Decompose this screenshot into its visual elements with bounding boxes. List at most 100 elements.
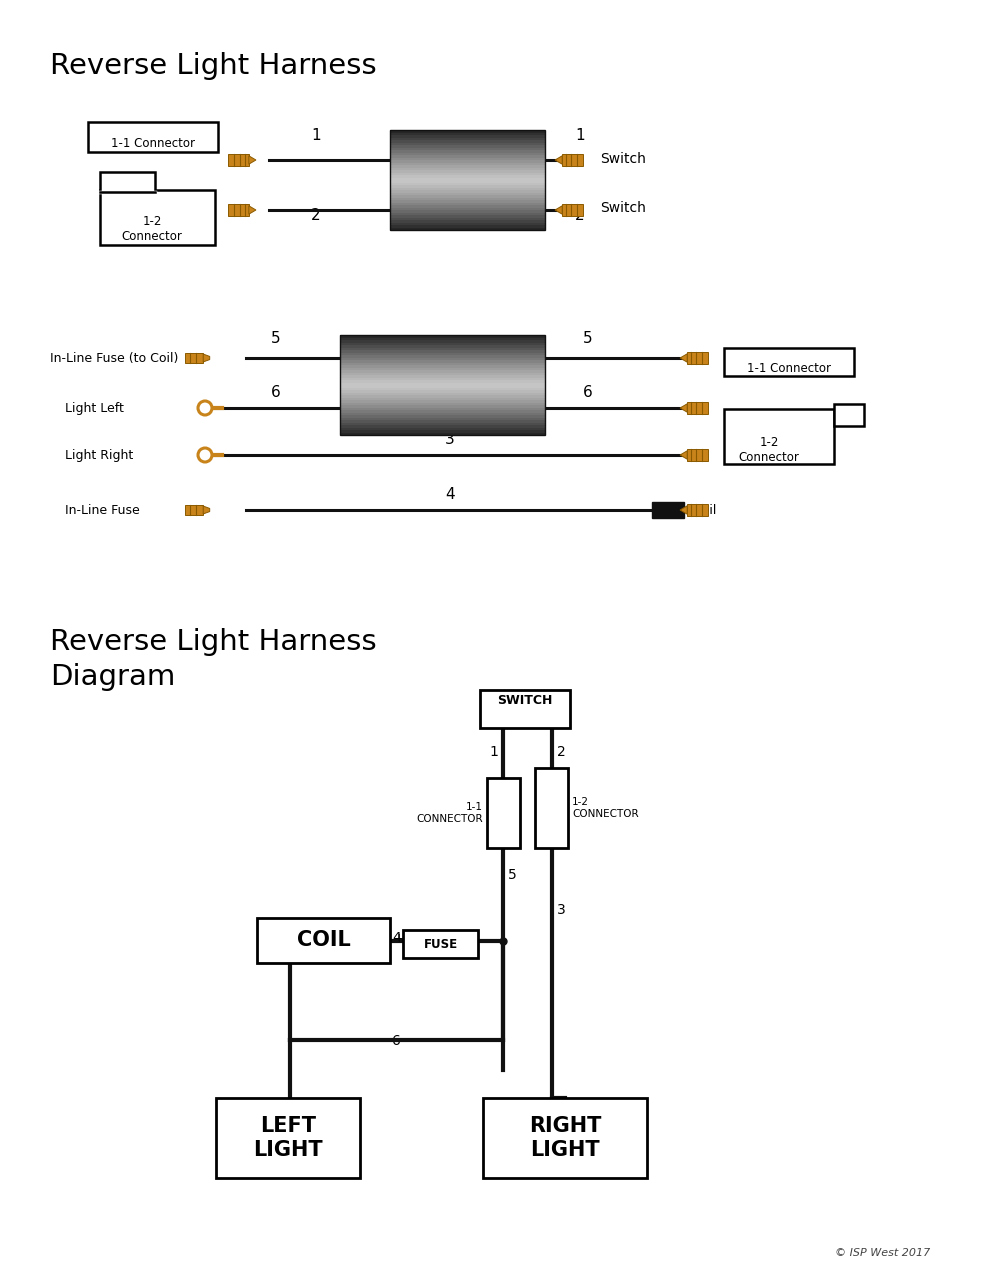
Polygon shape <box>390 133 545 134</box>
Polygon shape <box>340 355 545 357</box>
Polygon shape <box>340 367 545 370</box>
Text: 1-2
Connector: 1-2 Connector <box>739 436 799 465</box>
Text: SWITCH: SWITCH <box>497 694 553 707</box>
Text: 5: 5 <box>584 332 592 346</box>
Polygon shape <box>340 385 545 388</box>
Polygon shape <box>340 370 545 372</box>
Text: 5: 5 <box>508 868 516 882</box>
Polygon shape <box>340 380 545 383</box>
Polygon shape <box>390 134 545 137</box>
Polygon shape <box>340 430 545 433</box>
Polygon shape <box>680 506 687 515</box>
Polygon shape <box>390 142 545 145</box>
Polygon shape <box>390 152 545 155</box>
Polygon shape <box>228 205 249 215</box>
Polygon shape <box>390 178 545 180</box>
Polygon shape <box>390 157 545 160</box>
Polygon shape <box>249 156 256 164</box>
Text: 1: 1 <box>312 128 320 143</box>
Polygon shape <box>340 399 545 402</box>
Polygon shape <box>390 212 545 215</box>
Text: 4: 4 <box>392 931 401 945</box>
Text: 1-2
Connector: 1-2 Connector <box>122 215 182 243</box>
Text: Switch: Switch <box>600 201 646 215</box>
Polygon shape <box>340 433 545 435</box>
Polygon shape <box>562 155 583 165</box>
Polygon shape <box>390 140 545 142</box>
Polygon shape <box>390 170 545 173</box>
Text: 1-1
CONNECTOR: 1-1 CONNECTOR <box>416 803 483 824</box>
Polygon shape <box>555 156 562 164</box>
Polygon shape <box>340 425 545 428</box>
Text: Light Left: Light Left <box>65 402 124 415</box>
Polygon shape <box>390 205 545 207</box>
FancyBboxPatch shape <box>257 918 390 963</box>
FancyBboxPatch shape <box>724 348 854 376</box>
Text: 6: 6 <box>393 1034 402 1048</box>
Polygon shape <box>203 506 210 515</box>
Text: Reverse Light Harness
Diagram: Reverse Light Harness Diagram <box>50 628 377 691</box>
FancyBboxPatch shape <box>403 931 478 957</box>
Text: 1-1 Connector: 1-1 Connector <box>747 362 831 375</box>
Text: LEFT
LIGHT: LEFT LIGHT <box>253 1116 322 1160</box>
Polygon shape <box>390 200 545 202</box>
Polygon shape <box>340 352 545 355</box>
Polygon shape <box>203 355 210 362</box>
FancyBboxPatch shape <box>834 404 864 426</box>
Text: 3: 3 <box>445 433 455 447</box>
Text: FUSE: FUSE <box>423 937 458 951</box>
Polygon shape <box>340 398 545 399</box>
Text: 6: 6 <box>584 385 592 399</box>
Polygon shape <box>390 131 545 133</box>
Polygon shape <box>390 160 545 163</box>
Text: +: + <box>394 932 405 945</box>
Text: In-Line Fuse: In-Line Fuse <box>65 503 139 517</box>
Polygon shape <box>340 346 545 347</box>
Text: 5: 5 <box>271 332 281 346</box>
Text: 3: 3 <box>557 902 566 916</box>
Polygon shape <box>390 180 545 183</box>
Text: 4: 4 <box>445 486 455 502</box>
Polygon shape <box>555 206 562 214</box>
Polygon shape <box>340 415 545 417</box>
Text: 1: 1 <box>490 745 498 759</box>
Polygon shape <box>340 349 545 352</box>
Polygon shape <box>390 220 545 223</box>
Polygon shape <box>340 365 545 367</box>
Text: 2: 2 <box>576 209 584 223</box>
Text: RIGHT
LIGHT: RIGHT LIGHT <box>529 1116 601 1160</box>
Polygon shape <box>340 402 545 404</box>
Polygon shape <box>340 335 545 338</box>
Polygon shape <box>390 189 545 192</box>
Text: Switch: Switch <box>600 152 646 166</box>
Polygon shape <box>390 215 545 218</box>
Text: Coil: Coil <box>693 503 716 517</box>
Polygon shape <box>340 338 545 340</box>
Text: 2: 2 <box>312 209 320 223</box>
Polygon shape <box>340 383 545 385</box>
FancyBboxPatch shape <box>487 778 520 849</box>
Polygon shape <box>680 451 687 460</box>
Polygon shape <box>340 357 545 360</box>
Polygon shape <box>390 195 545 197</box>
Polygon shape <box>390 187 545 189</box>
Polygon shape <box>249 206 256 214</box>
Polygon shape <box>390 210 545 212</box>
Polygon shape <box>390 150 545 152</box>
Polygon shape <box>340 410 545 412</box>
Polygon shape <box>390 155 545 157</box>
Text: 1: 1 <box>576 128 584 143</box>
Circle shape <box>198 448 212 462</box>
FancyBboxPatch shape <box>535 768 568 849</box>
Polygon shape <box>340 404 545 407</box>
Polygon shape <box>340 420 545 422</box>
Polygon shape <box>390 168 545 170</box>
Polygon shape <box>390 183 545 186</box>
Polygon shape <box>340 428 545 430</box>
Polygon shape <box>340 412 545 415</box>
Polygon shape <box>390 218 545 220</box>
FancyBboxPatch shape <box>652 502 684 518</box>
FancyBboxPatch shape <box>100 172 155 192</box>
Text: © ISP West 2017: © ISP West 2017 <box>835 1248 930 1258</box>
Polygon shape <box>340 396 545 398</box>
